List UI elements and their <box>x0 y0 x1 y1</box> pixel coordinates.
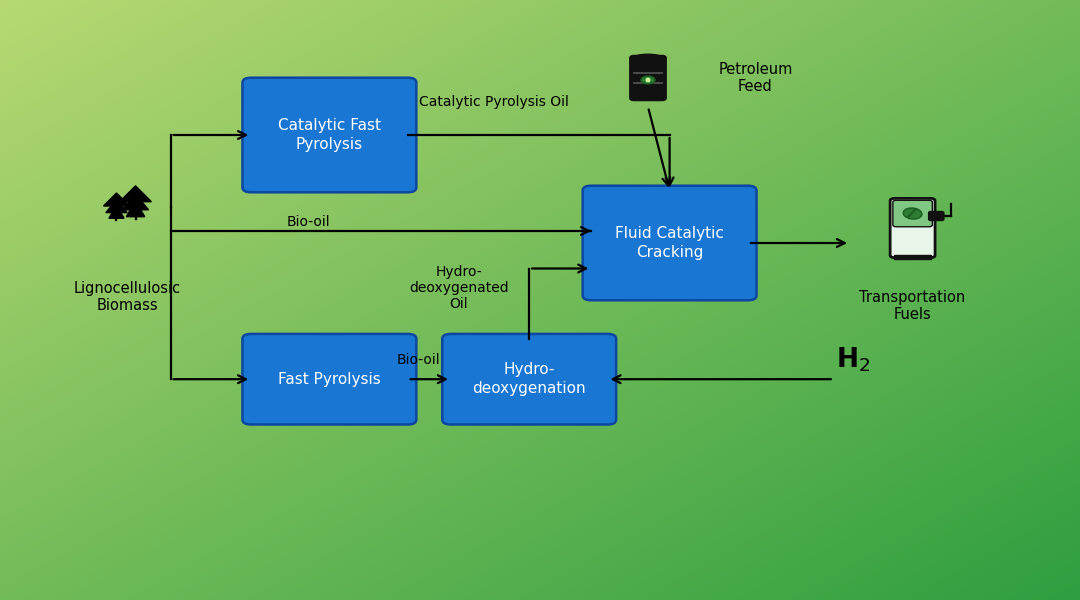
FancyBboxPatch shape <box>443 334 616 425</box>
Polygon shape <box>106 200 127 212</box>
Ellipse shape <box>903 208 922 219</box>
Text: Lignocellulosic
Biomass: Lignocellulosic Biomass <box>73 281 181 313</box>
Text: H$_2$: H$_2$ <box>836 346 870 374</box>
FancyBboxPatch shape <box>242 334 417 425</box>
Text: Fluid Catalytic
Cracking: Fluid Catalytic Cracking <box>616 226 724 260</box>
FancyBboxPatch shape <box>890 199 935 257</box>
Polygon shape <box>120 186 151 202</box>
FancyBboxPatch shape <box>630 55 666 101</box>
Text: Bio-oil: Bio-oil <box>396 353 440 367</box>
Polygon shape <box>104 193 130 206</box>
FancyBboxPatch shape <box>583 186 756 300</box>
Text: Petroleum
Feed: Petroleum Feed <box>718 62 793 94</box>
Circle shape <box>640 76 656 84</box>
Text: Hydro-
deoxygenation: Hydro- deoxygenation <box>472 362 586 396</box>
FancyBboxPatch shape <box>929 212 944 220</box>
Ellipse shape <box>634 54 662 61</box>
Text: Catalytic Fast
Pyrolysis: Catalytic Fast Pyrolysis <box>278 118 381 152</box>
Polygon shape <box>126 201 145 217</box>
FancyBboxPatch shape <box>893 200 932 227</box>
Text: Bio-oil: Bio-oil <box>286 215 329 229</box>
FancyBboxPatch shape <box>894 255 931 259</box>
Text: Hydro-
deoxygenated
Oil: Hydro- deoxygenated Oil <box>409 265 509 311</box>
Text: Fast Pyrolysis: Fast Pyrolysis <box>278 371 381 387</box>
FancyBboxPatch shape <box>242 77 417 192</box>
Polygon shape <box>646 78 650 82</box>
Text: Transportation
Fuels: Transportation Fuels <box>860 290 966 322</box>
Text: Catalytic Pyrolysis Oil: Catalytic Pyrolysis Oil <box>419 95 569 109</box>
Polygon shape <box>122 194 148 210</box>
Polygon shape <box>109 205 124 218</box>
